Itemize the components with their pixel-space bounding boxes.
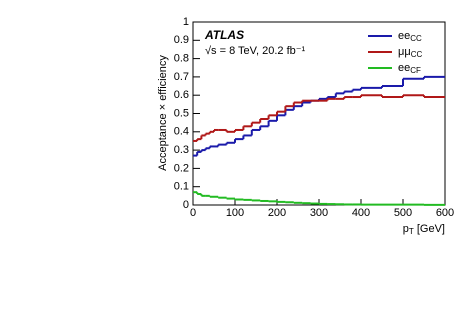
y-tick-label: 0.2: [174, 162, 189, 174]
legend-entry: eeCF: [398, 62, 421, 75]
x-tick-label: 400: [352, 207, 370, 219]
legend-subscript: CF: [410, 66, 421, 75]
legend-entry: eeCC: [398, 30, 422, 43]
subtitle: √s = 8 TeV, 20.2 fb⁻¹: [205, 45, 306, 57]
y-tick-label: 0.8: [174, 53, 189, 65]
y-tick-label: 0.9: [174, 34, 189, 46]
y-tick-label: 0.3: [174, 144, 189, 156]
x-axis-label: pT [GeV]: [403, 223, 445, 236]
y-tick-label: 0.7: [174, 71, 189, 83]
x-tick-label: 500: [394, 207, 412, 219]
y-tick-label: 0: [183, 199, 189, 211]
x-tick-label: 0: [190, 207, 196, 219]
x-axis-label-unit: [GeV]: [414, 223, 445, 235]
legend-name: ee: [398, 62, 410, 74]
y-tick-label: 1: [183, 16, 189, 28]
x-tick-label: 600: [436, 207, 454, 219]
legend-subscript: CC: [411, 50, 423, 59]
x-tick-label: 300: [310, 207, 328, 219]
x-axis-label-sub: T: [409, 227, 414, 236]
x-axis-label-main: p: [403, 223, 409, 235]
x-tick-label: 200: [268, 207, 286, 219]
legend-name: ee: [398, 30, 410, 42]
x-tick-label: 100: [226, 207, 244, 219]
legend-subscript: CC: [410, 34, 422, 43]
experiment-label: ATLAS: [204, 28, 244, 42]
legend-entry: μμCC: [398, 46, 422, 59]
y-tick-label: 0.6: [174, 89, 189, 101]
y-tick-label: 0.5: [174, 107, 189, 119]
legend-name: μμ: [398, 46, 411, 58]
y-tick-label: 0.4: [174, 126, 189, 138]
y-axis-label: Acceptance × efficiency: [157, 55, 169, 171]
y-tick-label: 0.1: [174, 181, 189, 193]
